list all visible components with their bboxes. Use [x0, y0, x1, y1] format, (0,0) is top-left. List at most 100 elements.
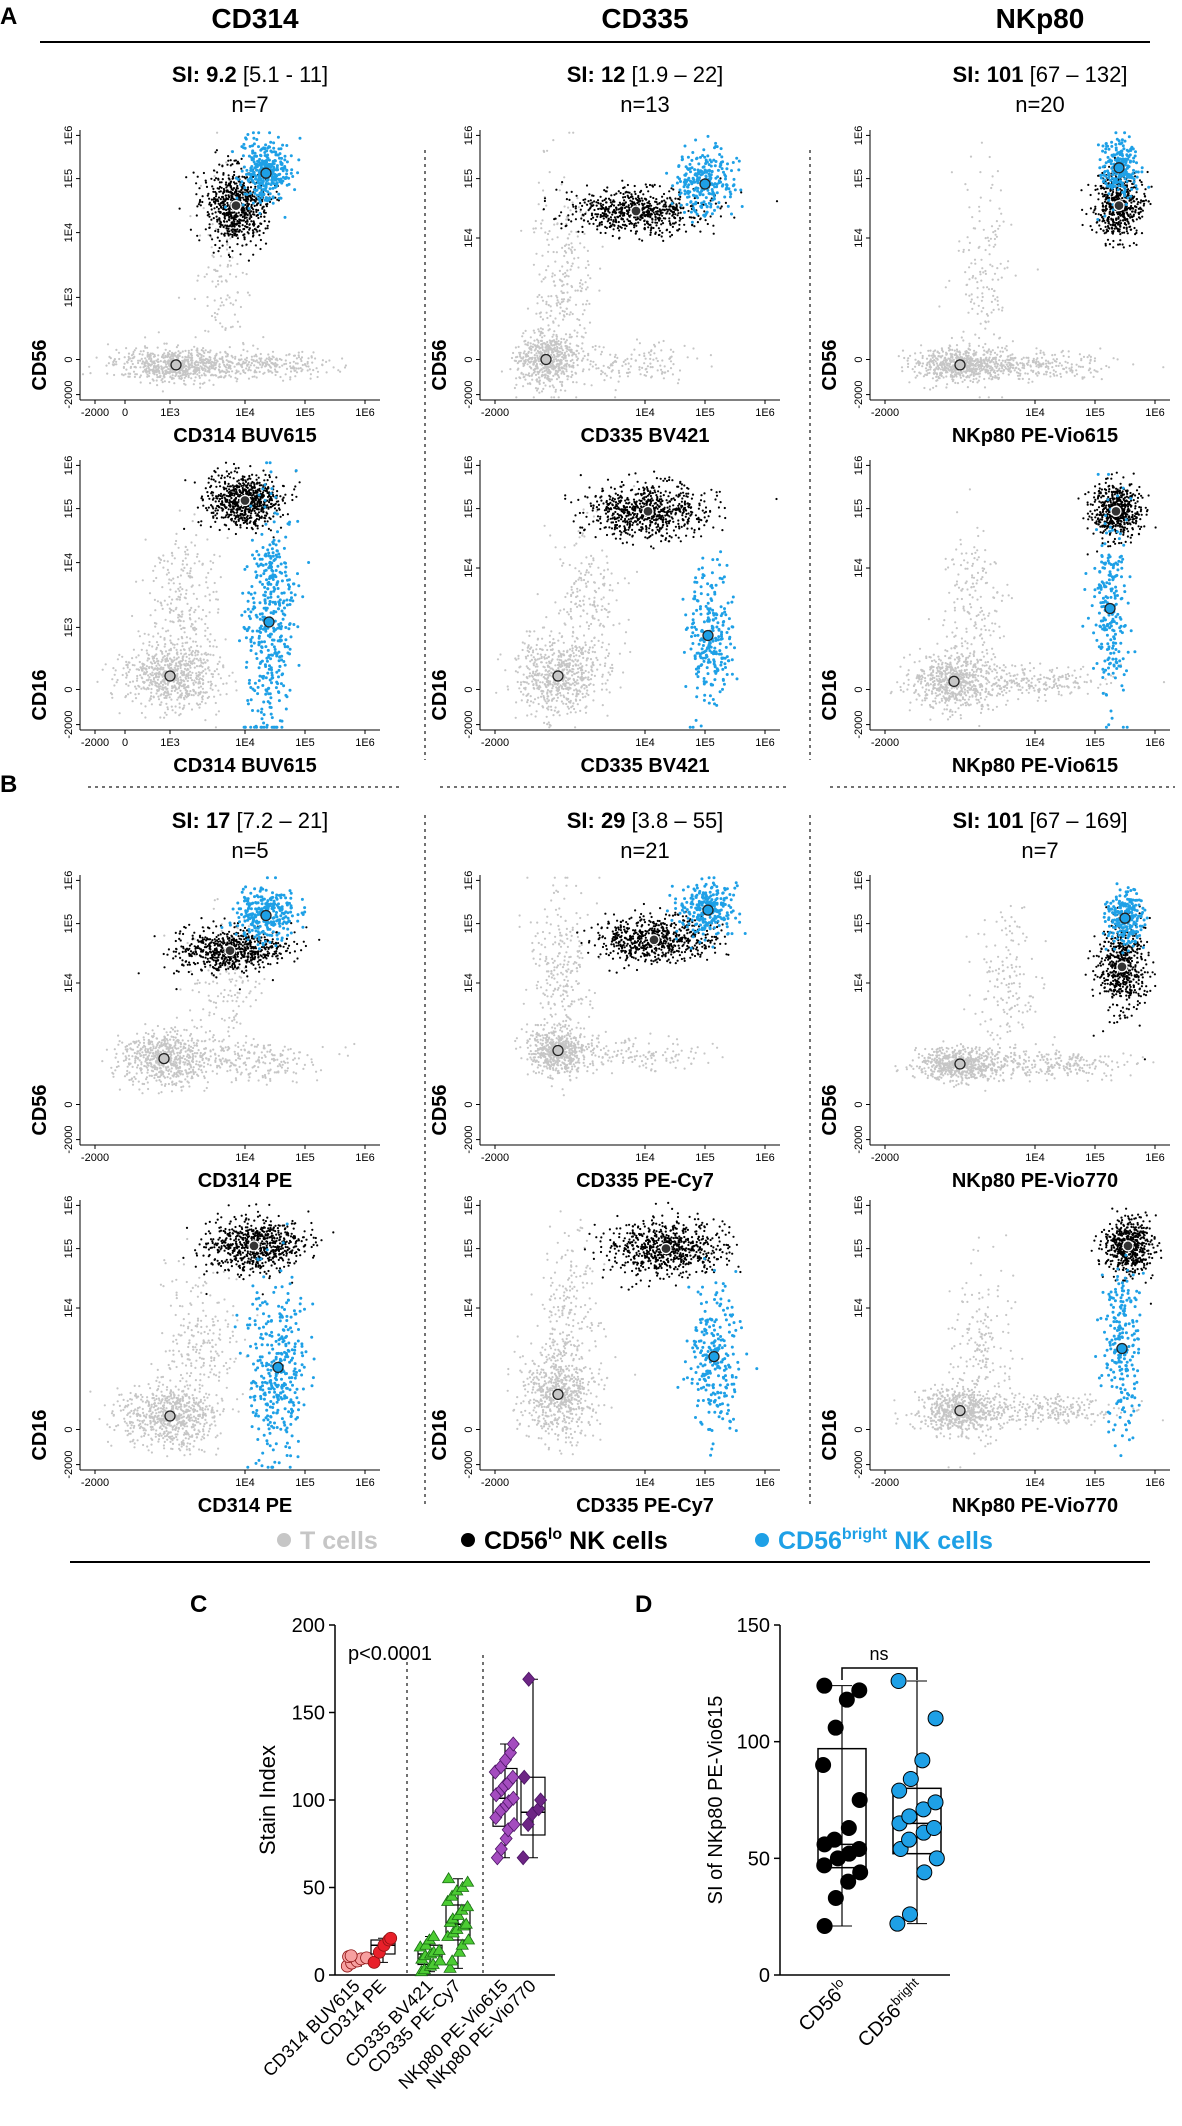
data-point: [928, 1711, 943, 1726]
y-tick-label: 0: [463, 1101, 475, 1107]
y-tick-label: -2000: [63, 1126, 75, 1154]
x-tick-label: 1E5: [295, 737, 315, 749]
y-axis-label: CD56: [29, 339, 51, 390]
p-value-annotation: p<0.0001: [348, 1643, 432, 1665]
header-nkp80: NKp80: [996, 3, 1085, 34]
data-point: [817, 1858, 832, 1873]
x-tick-label: 0: [122, 407, 128, 419]
y-tick-label: 1E6: [463, 1196, 475, 1216]
y-tick-label: 1E5: [463, 499, 475, 519]
centroid-marker: [231, 201, 241, 211]
centroid-marker: [261, 168, 271, 178]
x-tick-label: 1E6: [755, 407, 775, 419]
y-tick-label: 1E4: [463, 1298, 475, 1318]
x-tick-label: 1E6: [755, 1477, 775, 1489]
x-tick-label: 1E4: [635, 1477, 655, 1489]
centroid-marker: [1111, 506, 1121, 516]
x-tick-label: 1E5: [1085, 737, 1105, 749]
y-tick-label: 1E3: [63, 618, 75, 638]
y-tick-label: 1E4: [63, 1298, 75, 1318]
svg-text:n=5: n=5: [231, 838, 268, 863]
y-tick-label: -2000: [853, 1126, 865, 1154]
data-point: [917, 1865, 932, 1880]
y-tick-label: 1E4: [853, 1298, 865, 1318]
data-point: [929, 1851, 944, 1866]
x-tick-label: 1E4: [635, 1152, 655, 1164]
x-tick-label: 1E5: [1085, 407, 1105, 419]
x-tick-label: 1E4: [1025, 737, 1045, 749]
centroid-marker: [553, 671, 563, 681]
data-point: [891, 1674, 906, 1689]
x-tick-label: 1E6: [1145, 737, 1165, 749]
y-tick-label: 100: [737, 1732, 770, 1754]
x-tick-label: -2000: [81, 737, 109, 749]
data-point: [345, 1950, 357, 1962]
y-axis-label: CD56: [429, 339, 451, 390]
centroid-marker: [159, 1054, 169, 1064]
y-axis-label: CD16: [429, 669, 451, 720]
y-tick-label: -2000: [63, 1451, 75, 1479]
x-axis-label: CD314 BUV615: [173, 425, 316, 447]
y-axis-label: CD16: [819, 669, 841, 720]
x-tick-label: -2000: [81, 1152, 109, 1164]
x-tick-label: 1E4: [235, 1477, 255, 1489]
y-axis-label: CD16: [429, 1409, 451, 1460]
x-tick-label: -2000: [871, 1152, 899, 1164]
y-tick-label: 150: [737, 1615, 770, 1637]
y-tick-label: 0: [314, 1965, 325, 1987]
centroid-marker: [955, 1406, 965, 1416]
x-axis-label: CD335 PE-Cy7: [576, 1495, 714, 1517]
centroid-marker: [264, 617, 274, 627]
x-tick-label: -2000: [481, 737, 509, 749]
data-point: [839, 1692, 854, 1707]
y-tick-label: 200: [292, 1615, 325, 1637]
y-tick-label: 0: [853, 686, 865, 692]
svg-text:SI: 101 [67 – 169]: SI: 101 [67 – 169]: [953, 808, 1128, 833]
y-axis-label: CD16: [29, 669, 51, 720]
y-tick-label: 1E6: [63, 456, 75, 476]
x-tick-label: 1E5: [295, 1152, 315, 1164]
y-tick-label: 50: [303, 1878, 325, 1900]
y-tick-label: 1E5: [63, 499, 75, 519]
y-tick-label: 1E4: [463, 558, 475, 578]
x-tick-label: 1E6: [755, 1152, 775, 1164]
x-tick-label: 1E6: [1145, 1477, 1165, 1489]
y-tick-label: 1E6: [63, 871, 75, 891]
centroid-marker: [240, 496, 250, 506]
x-tick-label: 1E6: [355, 407, 375, 419]
data-point: [385, 1932, 397, 1944]
panel-letter-d: D: [635, 1591, 652, 1618]
x-tick-label: -2000: [871, 1477, 899, 1489]
centroid-marker: [171, 360, 181, 370]
y-tick-label: 1E4: [853, 973, 865, 993]
y-tick-label: 1E5: [853, 169, 865, 189]
svg-text:n=20: n=20: [1015, 92, 1065, 117]
y-tick-label: 1E5: [853, 499, 865, 519]
x-tick-label: 1E6: [355, 1477, 375, 1489]
data-point: [892, 1783, 907, 1798]
y-tick-label: 1E4: [63, 553, 75, 573]
y-tick-label: 0: [63, 686, 75, 692]
data-point: [853, 1865, 868, 1880]
centroid-marker: [949, 676, 959, 686]
y-tick-label: 0: [853, 1101, 865, 1107]
x-tick-label: 1E3: [160, 737, 180, 749]
centroid-marker: [703, 631, 713, 641]
centroid-marker: [703, 905, 713, 915]
centroid-marker: [631, 206, 641, 216]
legend-swatch-tcells: [277, 1533, 291, 1547]
x-tick-label: -2000: [871, 407, 899, 419]
centroid-marker: [643, 506, 653, 516]
data-point: [852, 1793, 867, 1808]
x-tick-label: 1E5: [295, 407, 315, 419]
y-tick-label: 1E5: [63, 169, 75, 189]
y-axis-label: CD56: [819, 1084, 841, 1135]
x-axis-label: NKp80 PE-Vio615: [952, 425, 1118, 447]
x-tick-label: 1E4: [235, 407, 255, 419]
centroid-marker: [1105, 604, 1115, 614]
centroid-marker: [165, 671, 175, 681]
y-axis-label: CD16: [29, 1409, 51, 1460]
y-tick-label: 1E5: [63, 1239, 75, 1259]
x-axis-label: NKp80 PE-Vio615: [952, 755, 1118, 777]
data-point: [817, 1678, 832, 1693]
